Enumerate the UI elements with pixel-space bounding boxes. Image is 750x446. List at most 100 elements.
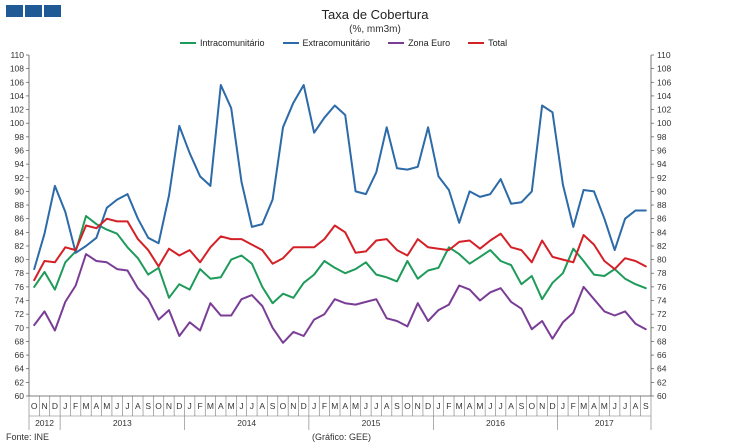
y-tick-label-right: 88 [657, 200, 667, 210]
y-tick-label-left: 78 [15, 268, 25, 278]
x-tick-label: A [384, 401, 390, 411]
series-line-intracomunitario [33, 215, 647, 305]
x-tick-label: F [322, 401, 327, 411]
y-tick-label-left: 64 [15, 364, 25, 374]
y-tick-label-right: 60 [657, 391, 667, 401]
chart-title: Taxa de Cobertura [321, 7, 429, 22]
x-tick-label: M [207, 401, 214, 411]
x-tick-label: J [561, 401, 565, 411]
y-tick-label-left: 86 [15, 214, 25, 224]
x-tick-label: S [643, 401, 649, 411]
x-tick-label: J [613, 401, 617, 411]
x-tick-label: O [528, 401, 535, 411]
logo-block [44, 5, 61, 17]
y-tick-label-right: 80 [657, 255, 667, 265]
year-label: 2014 [237, 418, 256, 428]
legend-swatch [180, 42, 196, 44]
legend-item-total: Total [468, 38, 507, 48]
x-tick-label: M [103, 401, 110, 411]
x-tick-label: J [250, 401, 254, 411]
chart-credit: (Gráfico: GEE) [312, 432, 372, 442]
legend-swatch [388, 42, 405, 44]
y-tick-label-left: 90 [15, 186, 25, 196]
year-label: 2015 [362, 418, 381, 428]
logo-block [25, 5, 42, 17]
x-tick-label: A [218, 401, 224, 411]
y-tick-label-left: 76 [15, 282, 25, 292]
x-tick-label: D [301, 401, 307, 411]
x-tick-label: F [197, 401, 202, 411]
legend-item-intracomunitario: Intracomunitário [180, 38, 265, 48]
x-tick-label: M [82, 401, 89, 411]
y-tick-label-left: 96 [15, 145, 25, 155]
x-tick-label: D [176, 401, 182, 411]
x-tick-label: M [601, 401, 608, 411]
y-tick-label-left: 106 [10, 77, 24, 87]
x-tick-label: J [488, 401, 492, 411]
y-tick-label-right: 70 [657, 323, 667, 333]
x-tick-label: N [539, 401, 545, 411]
y-tick-label-left: 110 [10, 50, 24, 60]
x-tick-label: J [374, 401, 378, 411]
y-tick-label-left: 84 [15, 227, 25, 237]
x-tick-label: O [155, 401, 162, 411]
y-tick-label-left: 80 [15, 255, 25, 265]
x-tick-label: A [342, 401, 348, 411]
x-tick-label: F [571, 401, 576, 411]
legend-swatch [468, 42, 485, 44]
x-tick-label: D [52, 401, 58, 411]
y-tick-label-left: 100 [10, 118, 24, 128]
legend-item-zona-euro: Zona Euro [388, 38, 450, 48]
y-tick-label-left: 70 [15, 323, 25, 333]
x-tick-label: O [280, 401, 287, 411]
x-tick-label: S [394, 401, 400, 411]
x-tick-label: A [94, 401, 100, 411]
x-tick-label: M [456, 401, 463, 411]
y-tick-label-right: 82 [657, 241, 667, 251]
y-tick-label-right: 102 [657, 105, 671, 115]
x-tick-label: A [259, 401, 265, 411]
x-tick-label: A [633, 401, 639, 411]
y-tick-label-right: 78 [657, 268, 667, 278]
x-tick-label: O [404, 401, 411, 411]
y-tick-label-left: 62 [15, 377, 25, 387]
y-tick-label-right: 72 [657, 309, 667, 319]
x-tick-label: J [312, 401, 316, 411]
y-tick-label-right: 106 [657, 77, 671, 87]
x-tick-label: N [415, 401, 421, 411]
series-line-total [33, 217, 647, 282]
y-tick-label-right: 68 [657, 336, 667, 346]
legend-label: Zona Euro [408, 38, 451, 48]
y-tick-label-right: 86 [657, 214, 667, 224]
x-tick-label: J [436, 401, 440, 411]
x-tick-label: J [239, 401, 243, 411]
x-tick-label: M [352, 401, 359, 411]
legend-swatch [282, 42, 299, 44]
x-tick-label: N [166, 401, 172, 411]
legend-label: Intracomunitário [200, 38, 265, 48]
x-tick-label: J [499, 401, 503, 411]
x-tick-label: N [290, 401, 296, 411]
year-label: 2017 [595, 418, 614, 428]
y-tick-label-left: 108 [10, 64, 24, 74]
source-note: Fonte: INE [6, 432, 50, 442]
y-tick-label-left: 88 [15, 200, 25, 210]
y-tick-label-right: 62 [657, 377, 667, 387]
y-tick-label-left: 104 [10, 91, 24, 101]
gee-logo [6, 5, 61, 17]
y-tick-label-right: 100 [657, 118, 671, 128]
x-tick-label: A [508, 401, 514, 411]
y-tick-label-left: 60 [15, 391, 25, 401]
logo-block [6, 5, 23, 17]
y-tick-label-right: 98 [657, 132, 667, 142]
x-tick-label: S [519, 401, 525, 411]
y-tick-label-left: 72 [15, 309, 25, 319]
year-label: 2013 [113, 418, 132, 428]
y-tick-label-right: 104 [657, 91, 671, 101]
y-tick-label-left: 74 [15, 296, 25, 306]
legend-label: Total [488, 38, 508, 48]
x-tick-label: J [188, 401, 192, 411]
y-tick-label-left: 102 [10, 105, 24, 115]
chart-subtitle: (%, mm3m) [349, 24, 401, 35]
x-tick-label: J [125, 401, 129, 411]
